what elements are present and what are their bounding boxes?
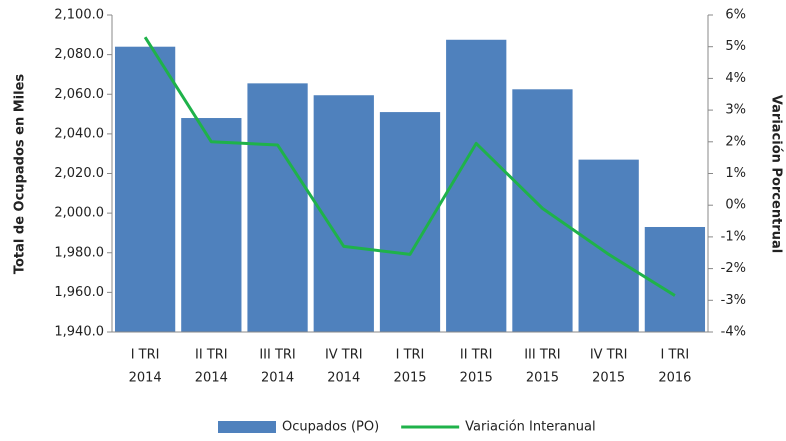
bar xyxy=(578,159,639,332)
bar xyxy=(114,46,176,332)
x-tick-label: 2015 xyxy=(592,371,625,386)
y2-tick-label: 1% xyxy=(725,166,746,181)
bar xyxy=(644,226,706,332)
x-tick-label: II TRI xyxy=(195,348,228,363)
line-series xyxy=(143,36,676,297)
legend-swatch xyxy=(218,421,276,433)
y-tick-label: 2,000.0 xyxy=(54,206,104,221)
legend-label: Ocupados (PO) xyxy=(282,420,379,435)
x-tick-label: 2016 xyxy=(658,371,691,386)
x-tick-label: III TRI xyxy=(524,348,560,363)
bar xyxy=(247,83,308,333)
x-tick-label: I TRI xyxy=(131,348,160,363)
y2-tick-label: 0% xyxy=(725,198,746,213)
y-tick-label: 1,940.0 xyxy=(54,325,104,340)
y-tick-label: 2,080.0 xyxy=(54,47,104,62)
y2-tick-label: 2% xyxy=(725,134,746,149)
y2-tick-label: -4% xyxy=(721,325,746,340)
x-tick-label: I TRI xyxy=(660,348,689,363)
y-tick-label: 2,040.0 xyxy=(54,126,104,141)
y2-tick-label: 5% xyxy=(725,39,746,54)
bar xyxy=(512,89,573,332)
y-tick-label: 1,960.0 xyxy=(54,285,104,300)
y-tick-label: 2,060.0 xyxy=(54,87,104,102)
y2-tick-label: 4% xyxy=(725,71,746,86)
x-tick-label: 2014 xyxy=(129,371,162,386)
y2-axis-title: Variación Porcentrual xyxy=(769,95,784,253)
x-tick-label: II TRI xyxy=(460,348,493,363)
y2-tick-label: 6% xyxy=(725,8,746,23)
y-tick-label: 2,020.0 xyxy=(54,166,104,181)
x-tick-label: IV TRI xyxy=(325,348,363,363)
bar xyxy=(181,118,242,333)
legend-label: Variación Interanual xyxy=(465,420,595,435)
y-axis-title: Total de Ocupados en Miles xyxy=(13,74,28,275)
x-tick-label: III TRI xyxy=(259,348,295,363)
x-tick-label: I TRI xyxy=(396,348,425,363)
y2-tick-label: 3% xyxy=(725,103,746,118)
x-tick-label: 2015 xyxy=(460,371,493,386)
x-tick-label: 2014 xyxy=(261,371,294,386)
bar xyxy=(379,112,441,332)
y2-tick-label: -2% xyxy=(721,261,746,276)
y2-tick-label: -1% xyxy=(721,229,746,244)
x-tick-label: 2015 xyxy=(526,371,559,386)
x-tick-label: 2014 xyxy=(195,371,228,386)
x-tick-label: IV TRI xyxy=(590,348,628,363)
y-tick-label: 1,980.0 xyxy=(54,245,104,260)
y2-tick-label: -3% xyxy=(721,293,746,308)
x-tick-label: 2015 xyxy=(393,371,426,386)
x-tick-label: 2014 xyxy=(327,371,360,386)
bar xyxy=(446,39,507,332)
y-tick-label: 2,100.0 xyxy=(54,8,104,23)
